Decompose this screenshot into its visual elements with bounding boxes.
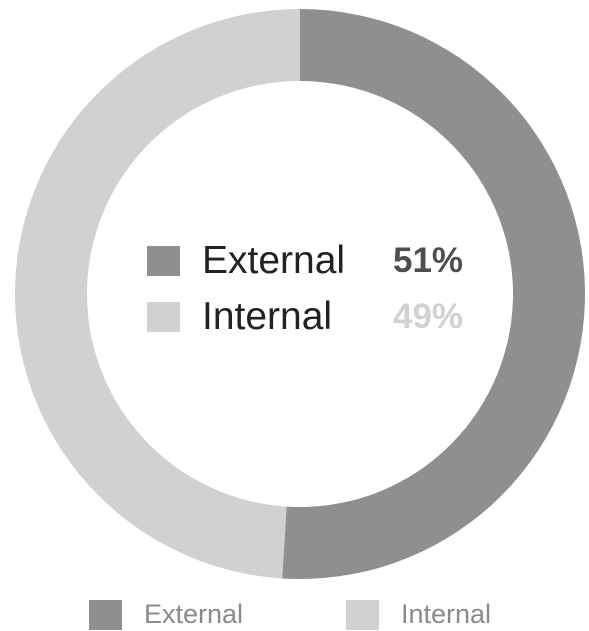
center-value-external: 51% [393,241,464,280]
internal-swatch [147,302,180,332]
center-label-internal: Internal [202,295,333,338]
center-label-external: External [202,239,346,282]
legend-swatch-internal [346,600,379,630]
donut-slice-internal[interactable] [15,9,301,579]
center-legend: External 51% Internal 49% [147,236,487,348]
center-legend-row-external: External 51% [147,236,487,292]
legend-swatch-external [89,600,122,630]
external-swatch [147,246,180,276]
legend-label-external: External [144,599,244,629]
donut-slice-external[interactable] [282,9,586,579]
legend-label-internal: Internal [401,599,492,629]
center-value-internal: 49% [393,297,464,336]
bottom-legend: External Internal [0,598,589,630]
center-legend-row-internal: Internal 49% [147,292,487,348]
